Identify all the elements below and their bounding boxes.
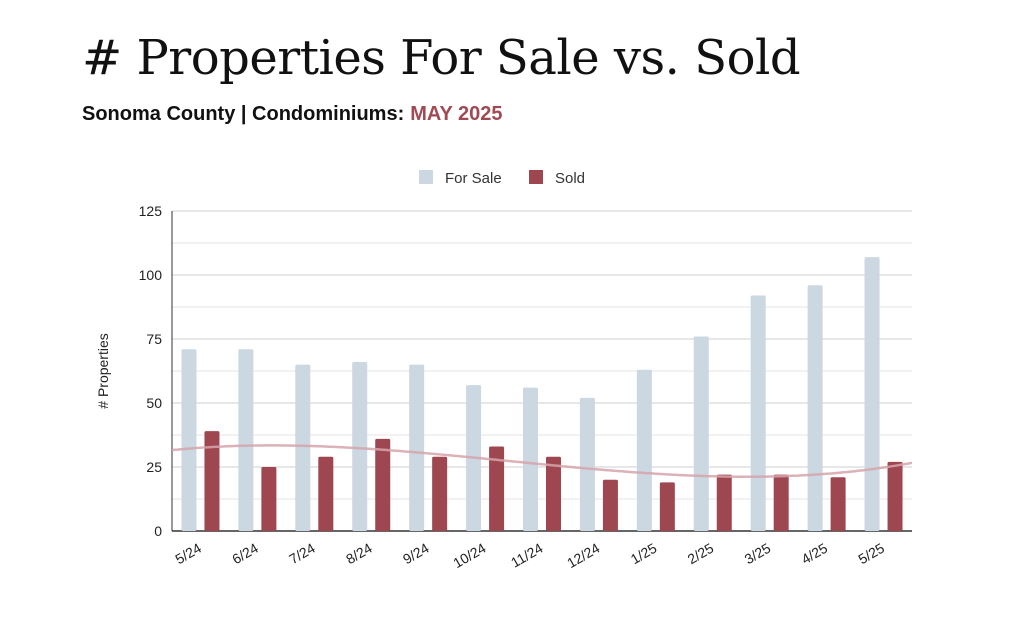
sold-trendline <box>171 444 913 478</box>
y-tick-label: 0 <box>154 523 162 539</box>
subtitle-location: Sonoma County | Condominiums: <box>82 103 405 125</box>
y-tick-label: 125 <box>139 203 163 219</box>
bar-sold <box>887 461 903 531</box>
bar-for-sale <box>864 257 880 531</box>
x-tick-label: 5/24 <box>172 540 204 568</box>
x-tick-label: 6/24 <box>229 540 261 568</box>
bar-sold <box>375 438 391 531</box>
bar-for-sale <box>409 364 425 531</box>
x-tick-label: 12/24 <box>564 540 603 571</box>
bar-for-sale <box>181 349 197 531</box>
bar-sold <box>204 431 220 531</box>
bar-for-sale <box>295 364 311 531</box>
x-tick-label: 1/25 <box>628 540 660 568</box>
subtitle-date: MAY 2025 <box>410 103 503 125</box>
page-subtitle: Sonoma County | Condominiums: MAY 2025 <box>82 103 503 126</box>
bar-for-sale <box>807 285 823 531</box>
bar-sold <box>659 482 675 531</box>
x-tick-label: 10/24 <box>450 540 489 571</box>
bar-for-sale <box>750 295 766 531</box>
y-tick-label: 100 <box>139 267 163 283</box>
chart-gridlines <box>171 210 912 532</box>
bar-sold <box>716 474 732 531</box>
y-tick-label: 50 <box>146 395 162 411</box>
bar-for-sale <box>352 362 368 531</box>
bar-sold <box>318 456 334 531</box>
y-axis-title: # Properties <box>95 333 111 408</box>
bar-for-sale <box>579 397 595 531</box>
bar-sold <box>773 474 789 531</box>
page-title: # Properties For Sale vs. Sold <box>82 30 801 86</box>
x-axis-ticks: 5/24 6/24 7/24 8/24 9/24 10/24 11/24 12/24 1/25 2… <box>172 540 887 571</box>
y-tick-label: 75 <box>146 331 162 347</box>
x-tick-label: 8/24 <box>343 540 375 568</box>
x-tick-label: 7/24 <box>286 540 318 568</box>
bar-for-sale <box>523 387 538 531</box>
x-tick-label: 3/25 <box>742 540 774 568</box>
y-tick-label: 25 <box>146 459 162 475</box>
x-tick-label: 9/24 <box>400 540 432 568</box>
bar-sold <box>489 446 505 531</box>
chart-legend: For Sale Sold <box>419 170 585 187</box>
bar-sold <box>602 479 618 531</box>
legend-swatch-sold <box>529 170 543 184</box>
bar-sold <box>432 456 448 531</box>
x-tick-label: 5/25 <box>855 540 887 568</box>
legend-swatch-for-sale <box>419 170 433 184</box>
bar-for-sale <box>636 369 652 531</box>
bar-for-sale <box>238 349 254 531</box>
bar-sold <box>830 477 846 531</box>
x-tick-label: 2/25 <box>685 540 717 568</box>
bar-sold <box>546 456 561 531</box>
chart-bars <box>181 257 903 531</box>
bar-sold <box>261 467 277 531</box>
x-tick-label: 4/25 <box>799 540 831 568</box>
bar-for-sale <box>693 336 709 531</box>
legend-label-for-sale: For Sale <box>445 170 502 187</box>
legend-label-sold: Sold <box>555 170 585 187</box>
y-axis-ticks: 0 25 50 75 100 125 <box>139 203 163 539</box>
trendline-sold <box>171 444 913 478</box>
x-tick-label: 11/24 <box>508 540 546 571</box>
